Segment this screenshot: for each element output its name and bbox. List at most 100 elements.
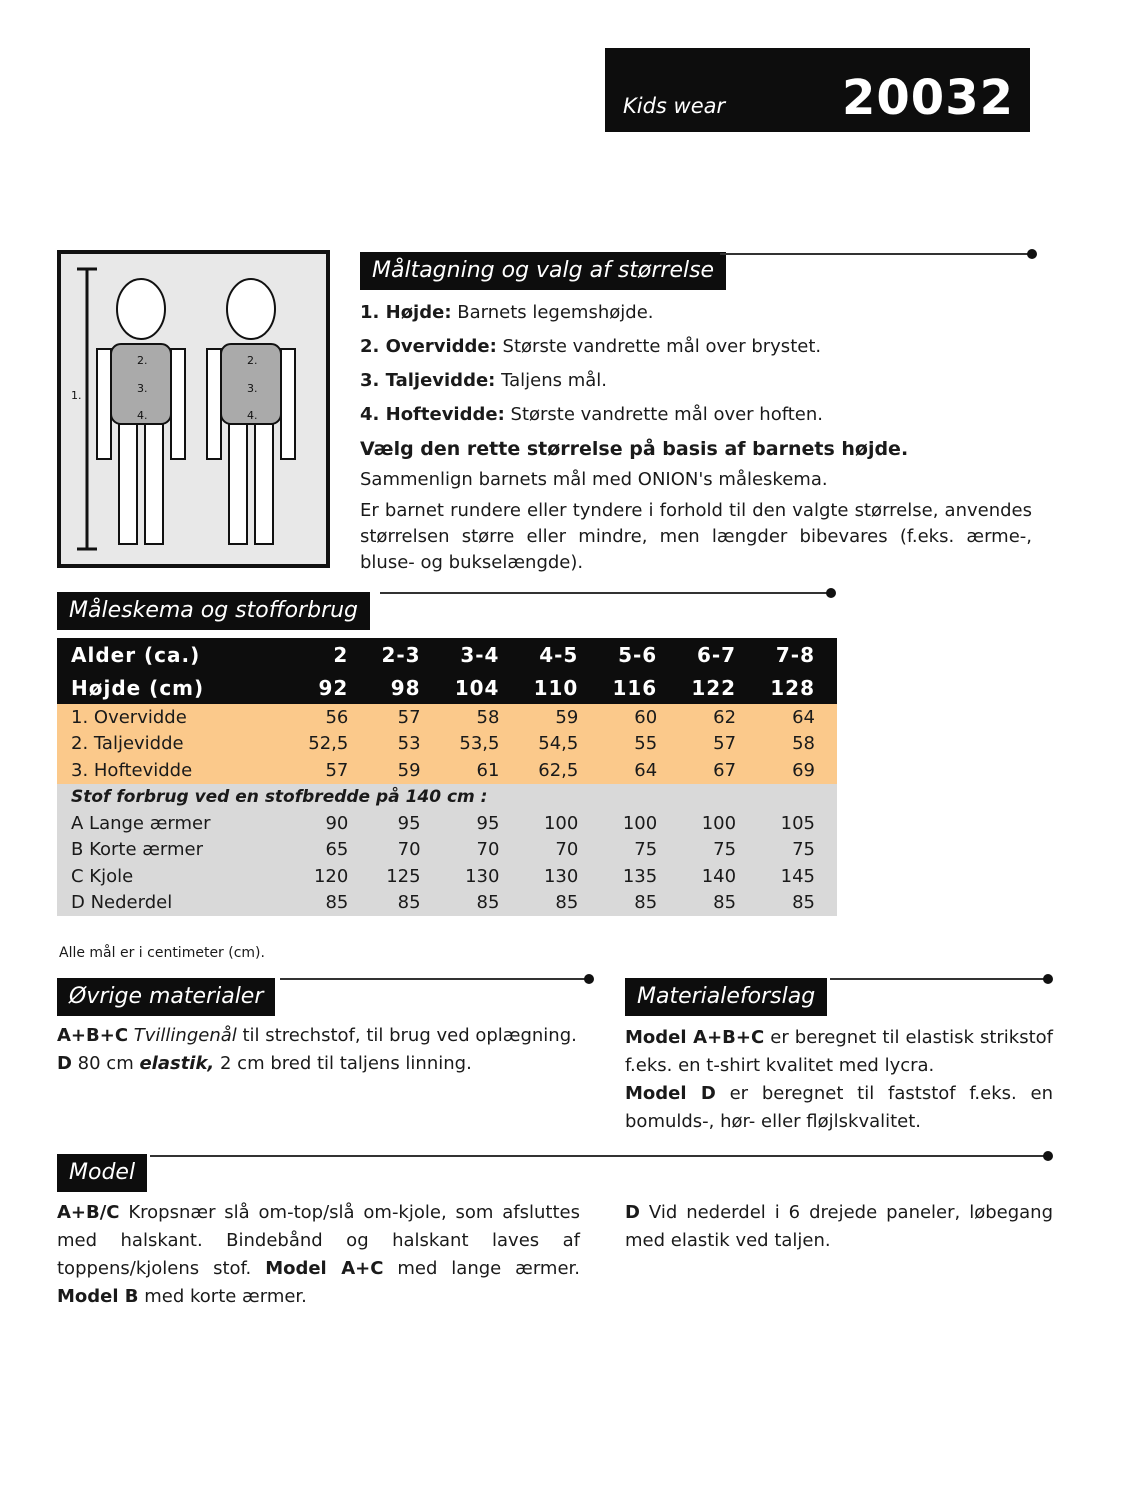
measure-item: 1. Højde: Barnets legemshøjde. <box>360 302 654 323</box>
cell: 104 <box>442 671 522 704</box>
model-description-right: D Vid nederdel i 6 drejede paneler, løbe… <box>625 1202 1053 1251</box>
measuring-section: 1. Højde: Barnets legemshøjde. 2. Overvi… <box>360 296 1032 576</box>
cell: 85 <box>370 889 443 916</box>
cell: 85 <box>442 889 522 916</box>
cell: 6-7 <box>679 638 759 671</box>
figure-label-2b: 2. <box>247 354 258 367</box>
row-label: 1. Overvidde <box>57 704 297 731</box>
divider <box>150 1155 1048 1157</box>
cell: 116 <box>600 671 680 704</box>
model-description-left: A+B/C Kropsnær slå om-top/slå om-kjole, … <box>57 1202 580 1307</box>
cell: 57 <box>679 730 759 757</box>
cell: 130 <box>521 863 601 890</box>
row-label: C Kjole <box>57 863 297 890</box>
table-row: D Nederdel 85 85 85 85 85 85 85 <box>57 889 837 916</box>
cell: 61 <box>442 757 522 784</box>
cell: 2-3 <box>370 638 443 671</box>
cell: 130 <box>442 863 522 890</box>
model-heading: Model <box>57 1154 148 1192</box>
cell: 100 <box>600 810 680 837</box>
size-chart-heading: Måleskema og stofforbrug <box>57 592 371 630</box>
table-row: 2. Taljevidde 52,5 53 53,5 54,5 55 57 58 <box>57 730 837 757</box>
table-row: A Lange ærmer 90 95 95 100 100 100 105 <box>57 810 837 837</box>
cell: 128 <box>758 671 837 704</box>
cell: 65 <box>297 836 371 863</box>
category-label: Kids wear <box>623 94 726 118</box>
cell: 57 <box>297 757 371 784</box>
cell: 53 <box>370 730 443 757</box>
divider <box>720 253 1030 255</box>
cell: 62 <box>679 704 759 731</box>
cell: 85 <box>758 889 837 916</box>
divider-dot <box>1043 974 1053 984</box>
cell: 53,5 <box>442 730 522 757</box>
cell: 98 <box>370 671 443 704</box>
row-label: A Lange ærmer <box>57 810 297 837</box>
material-suggestion-heading: Materialeforslag <box>625 978 828 1016</box>
cell: 92 <box>297 671 371 704</box>
cell: 122 <box>679 671 759 704</box>
cell: 90 <box>297 810 371 837</box>
table-row: Alder (ca.) 2 2-3 3-4 4-5 5-6 6-7 7-8 <box>57 638 837 671</box>
cell: 3-4 <box>442 638 522 671</box>
cell: 85 <box>679 889 759 916</box>
cell: 110 <box>521 671 601 704</box>
cell: 2 <box>297 638 371 671</box>
figure-label-3: 3. <box>137 382 148 395</box>
measuring-heading: Måltagning og valg af størrelse <box>360 252 727 290</box>
compare-note: Sammenlign barnets mål med ONION's måles… <box>360 469 828 490</box>
cell: 64 <box>758 704 837 731</box>
material-suggestion-text: Model A+B+C er beregnet til elastisk str… <box>625 1027 1054 1132</box>
cell: 59 <box>521 704 601 731</box>
table-row: Højde (cm) 92 98 104 110 116 122 128 <box>57 671 837 704</box>
divider-dot <box>826 588 836 598</box>
cell: 100 <box>679 810 759 837</box>
cell: 70 <box>370 836 443 863</box>
cell: 67 <box>679 757 759 784</box>
cell: 95 <box>370 810 443 837</box>
cell: 5-6 <box>600 638 680 671</box>
figure-label-4b: 4. <box>247 409 258 422</box>
cell: 58 <box>758 730 837 757</box>
cell: 140 <box>679 863 759 890</box>
figure-label-1: 1. <box>71 389 82 402</box>
cell: 7-8 <box>758 638 837 671</box>
row-label: Alder (ca.) <box>57 638 297 671</box>
cell: 69 <box>758 757 837 784</box>
table-row: 1. Overvidde 56 57 58 59 60 62 64 <box>57 704 837 731</box>
advice-paragraph: Er barnet rundere eller tyndere i forhol… <box>360 500 1032 573</box>
cell: 70 <box>442 836 522 863</box>
divider <box>830 978 1048 980</box>
fabric-subheader: Stof forbrug ved en stofbredde på 140 cm… <box>57 783 837 810</box>
measure-item: 2. Overvidde: Største vandrette mål over… <box>360 336 822 357</box>
table-row: 3. Hoftevidde 57 59 61 62,5 64 67 69 <box>57 757 837 784</box>
cell: 120 <box>297 863 371 890</box>
divider-dot <box>584 974 594 984</box>
table-row: B Korte ærmer 65 70 70 70 75 75 75 <box>57 836 837 863</box>
cell: 4-5 <box>521 638 601 671</box>
divider-dot <box>1027 249 1037 259</box>
cell: 85 <box>521 889 601 916</box>
figure-label-2: 2. <box>137 354 148 367</box>
divider <box>280 978 590 980</box>
measurement-illustration: 1. 2. 3. 4. 2. 3. 4. <box>57 250 330 568</box>
cell: 75 <box>600 836 680 863</box>
cell: 95 <box>442 810 522 837</box>
cell: 85 <box>600 889 680 916</box>
size-chart-table: Alder (ca.) 2 2-3 3-4 4-5 5-6 6-7 7-8 Højde (cm)… <box>57 638 837 916</box>
cell: 58 <box>442 704 522 731</box>
cell: 135 <box>600 863 680 890</box>
cell: 54,5 <box>521 730 601 757</box>
cell: 100 <box>521 810 601 837</box>
other-materials-heading: Øvrige materialer <box>57 978 276 1016</box>
cell: 145 <box>758 863 837 890</box>
cell: 59 <box>370 757 443 784</box>
figure-label-3b: 3. <box>247 382 258 395</box>
divider <box>380 592 830 594</box>
cell: 75 <box>758 836 837 863</box>
cell: 70 <box>521 836 601 863</box>
size-advice-bold: Vælg den rette størrelse på basis af bar… <box>360 438 909 460</box>
cell: 56 <box>297 704 371 731</box>
cell: 125 <box>370 863 443 890</box>
other-materials-text: A+B+C Tvillingenål til strechstof, til b… <box>57 1025 577 1074</box>
